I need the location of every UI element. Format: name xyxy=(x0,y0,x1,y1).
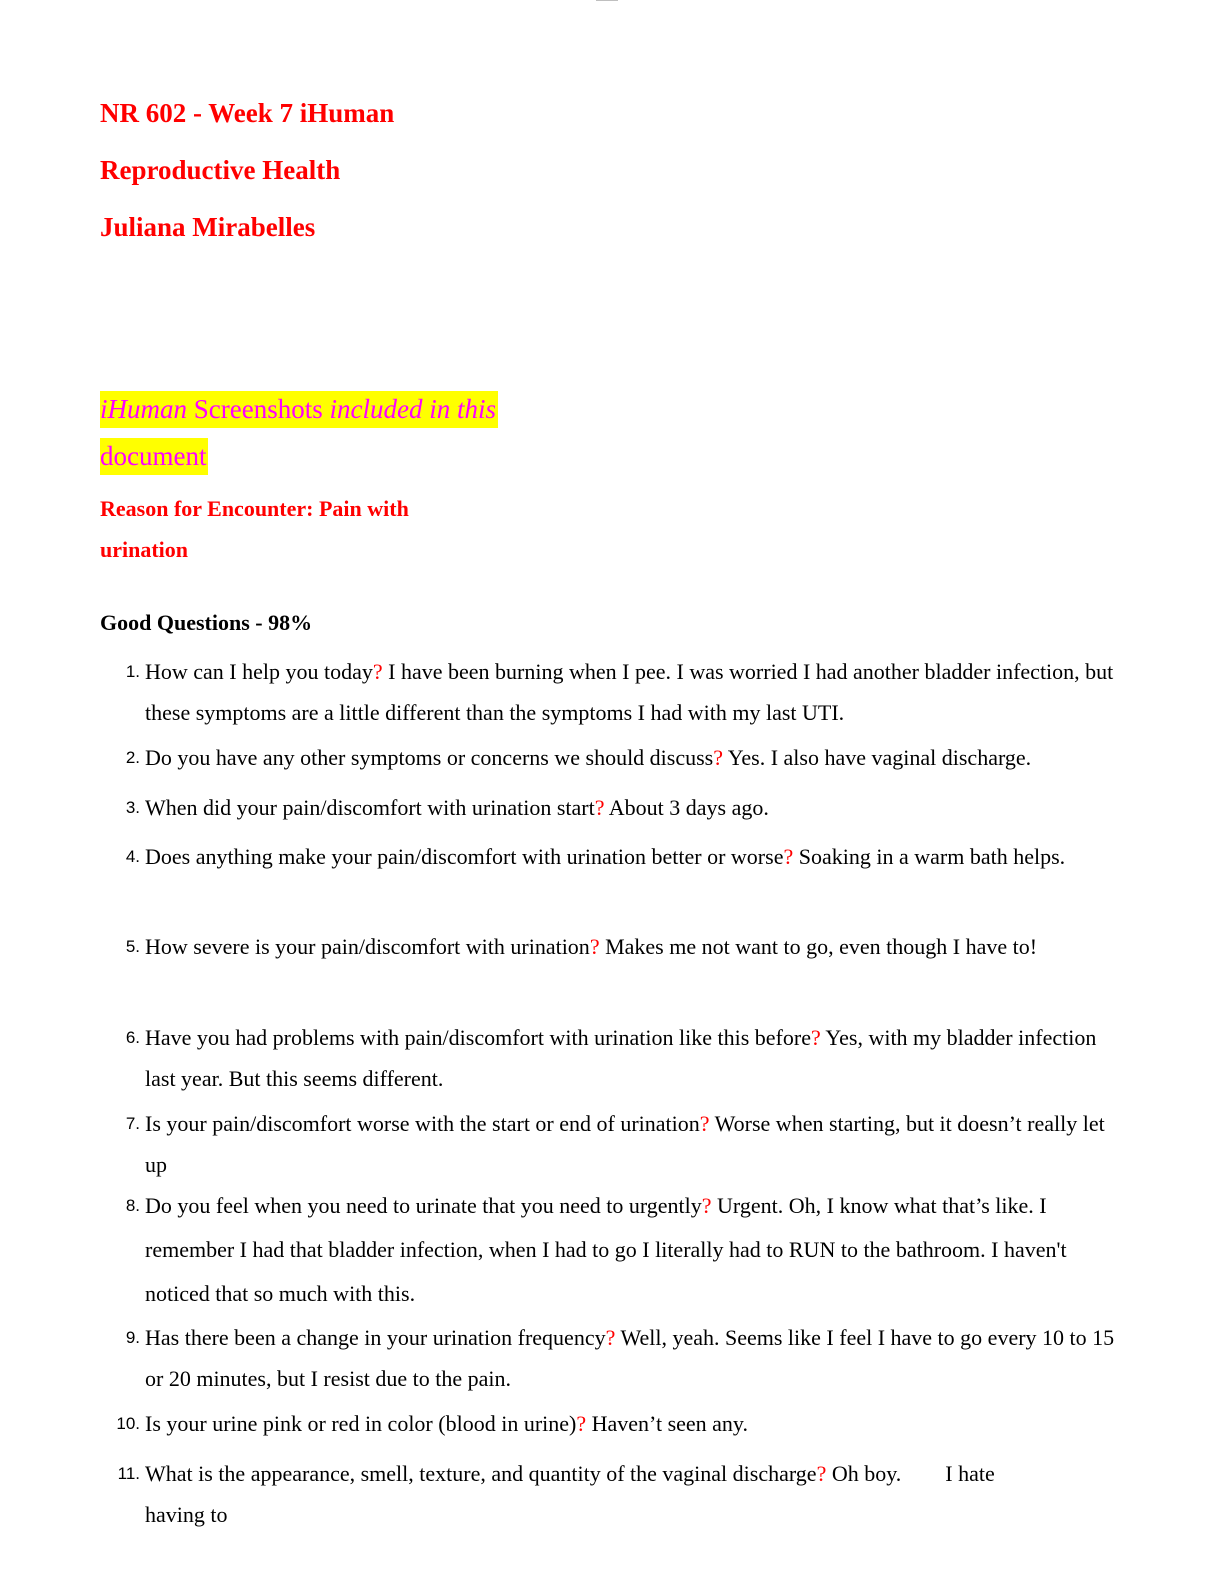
question-text: Does anything make your pain/discomfort … xyxy=(145,844,784,869)
question-number: 1. xyxy=(125,662,140,681)
question-mark: ? xyxy=(605,1325,616,1350)
question-item: 2. Do you have any other symptoms or con… xyxy=(100,737,1120,778)
question-item: 10. Is your urine pink or red in color (… xyxy=(100,1403,1120,1444)
answer-text: Worse when starting, but it doesn’t real… xyxy=(145,1111,1105,1177)
note-screenshots-text: Screenshots xyxy=(187,394,330,424)
question-mark: ? xyxy=(594,795,605,820)
answer-text: Urgent. Oh, I know what that’s like. I r… xyxy=(145,1193,1067,1306)
answer-text: Well, yeah. Seems like I feel I have to … xyxy=(145,1325,1115,1391)
top-page-mark xyxy=(596,0,618,3)
question-number: 3. xyxy=(125,798,140,817)
question-number: 8. xyxy=(125,1196,140,1215)
question-item: 5. How severe is your pain/discomfort wi… xyxy=(100,926,1120,967)
question-mark: ? xyxy=(701,1193,712,1218)
answer-text: Oh boy. I hate having to xyxy=(145,1461,1001,1527)
question-number: 10. xyxy=(116,1414,140,1433)
question-number: 9. xyxy=(125,1328,140,1347)
reason-for-encounter: Reason for Encounter: Pain with urinatio… xyxy=(100,496,409,562)
question-text: Has there been a change in your urinatio… xyxy=(145,1325,606,1350)
answer-text: Yes. I also have vaginal discharge. xyxy=(723,745,1032,770)
question-number: 2. xyxy=(125,748,140,767)
answer-text: Haven’t seen any. xyxy=(586,1411,748,1436)
screenshots-note: iHuman Screenshots included in this docu… xyxy=(100,391,498,475)
question-mark: ? xyxy=(713,745,724,770)
screenshots-note-line-1: iHuman Screenshots included in this xyxy=(100,391,498,428)
answer-text: Makes me not want to go, even though I h… xyxy=(599,934,1038,959)
course-title: NR 602 - Week 7 iHuman xyxy=(100,98,395,128)
question-item: 8. Do you feel when you need to urinate … xyxy=(100,1184,1120,1316)
question-item: 9. Has there been a change in your urina… xyxy=(100,1317,1120,1399)
question-text: Is your urine pink or red in color (bloo… xyxy=(145,1411,577,1436)
question-item: 4. Does anything make your pain/discomfo… xyxy=(100,836,1120,877)
answer-text: About 3 days ago. xyxy=(604,795,769,820)
question-mark: ? xyxy=(816,1461,827,1486)
question-item: 11. What is the appearance, smell, textu… xyxy=(100,1453,1040,1535)
question-text: How can I help you today xyxy=(145,659,373,684)
question-mark: ? xyxy=(589,934,600,959)
screenshots-note-line-2: document xyxy=(100,438,209,475)
question-text: Have you had problems with pain/discomfo… xyxy=(145,1025,811,1050)
question-text: When did your pain/discomfort with urina… xyxy=(145,795,595,820)
question-text: Is your pain/discomfort worse with the s… xyxy=(145,1111,700,1136)
question-number: 6. xyxy=(125,1028,140,1047)
good-questions-heading: Good Questions - 98% xyxy=(100,610,313,635)
student-name: Juliana Mirabelles xyxy=(100,212,316,242)
question-number: 7. xyxy=(125,1114,140,1133)
answer-text: I have been burning when I pee. I was wo… xyxy=(145,659,1114,725)
question-item: 7. Is your pain/discomfort worse with th… xyxy=(100,1103,1120,1185)
topic-title: Reproductive Health xyxy=(100,155,341,185)
question-text: Do you have any other symptoms or concer… xyxy=(145,745,714,770)
answer-text: Soaking in a warm bath helps. xyxy=(793,844,1066,869)
question-item: 3. When did your pain/discomfort with ur… xyxy=(100,787,1120,828)
question-mark: ? xyxy=(576,1411,587,1436)
question-mark: ? xyxy=(372,659,383,684)
question-mark: ? xyxy=(699,1111,710,1136)
question-item: 1. How can I help you today? I have been… xyxy=(100,651,1120,733)
question-text: How severe is your pain/discomfort with … xyxy=(145,934,590,959)
note-ihuman-text: iHuman xyxy=(100,394,187,424)
note-included-text: included in this xyxy=(329,394,496,424)
question-text: Do you feel when you need to urinate tha… xyxy=(145,1193,702,1218)
question-number: 11. xyxy=(117,1464,140,1483)
question-number: 4. xyxy=(125,847,140,866)
question-item: 6. Have you had problems with pain/disco… xyxy=(100,1017,1120,1099)
answer-text: Yes, with my bladder infection last year… xyxy=(145,1025,1097,1091)
question-text: What is the appearance, smell, texture, … xyxy=(145,1461,817,1486)
question-mark: ? xyxy=(783,844,794,869)
question-mark: ? xyxy=(810,1025,821,1050)
question-number: 5. xyxy=(125,937,140,956)
